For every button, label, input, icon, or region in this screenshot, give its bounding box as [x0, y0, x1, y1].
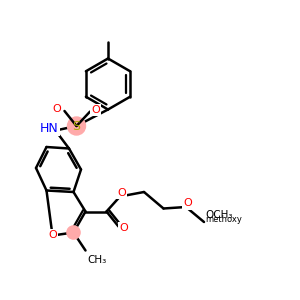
Circle shape — [67, 226, 80, 239]
Text: HN: HN — [40, 122, 58, 135]
Text: O: O — [183, 198, 192, 208]
Text: O: O — [117, 188, 126, 198]
Text: methoxy: methoxy — [206, 214, 242, 224]
Text: O: O — [52, 104, 62, 115]
Circle shape — [68, 117, 85, 135]
Text: CH₃: CH₃ — [87, 255, 106, 265]
Text: O: O — [48, 230, 57, 241]
Text: OCH₃: OCH₃ — [205, 210, 232, 220]
Text: S: S — [73, 119, 80, 133]
Text: O: O — [91, 105, 100, 115]
Text: O: O — [119, 223, 128, 233]
